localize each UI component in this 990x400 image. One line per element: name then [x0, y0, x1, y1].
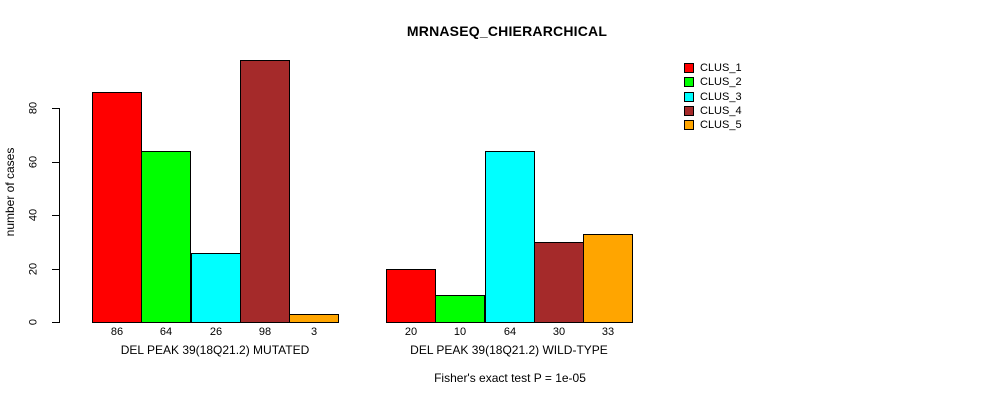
stat-test-footnote: Fisher's exact test P = 1e-05	[434, 371, 586, 385]
legend-label: CLUS_2	[700, 76, 742, 88]
bar-value-label: 10	[453, 326, 467, 338]
bar-clus_4-group2	[534, 242, 584, 323]
bar-value-label: 33	[601, 326, 615, 338]
bar-value-label: 86	[110, 326, 124, 338]
bar-clus_3-group2	[485, 151, 535, 323]
y-tick-label: 80	[27, 101, 40, 115]
y-tick-mark	[52, 215, 59, 216]
y-tick-label: 0	[27, 318, 40, 326]
bar-clus_3-group1	[191, 253, 241, 323]
legend-swatch-clus_2	[684, 77, 694, 87]
bar-value-label: 20	[404, 326, 418, 338]
group-label-wild-type: DEL PEAK 39(18Q21.2) WILD-TYPE	[410, 343, 608, 357]
chart-title: MRNASEQ_CHIERARCHICAL	[406, 23, 608, 39]
bar-value-label: 64	[159, 326, 173, 338]
y-tick-label: 20	[27, 262, 40, 276]
legend-label: CLUS_5	[700, 119, 742, 131]
legend-label: CLUS_1	[700, 62, 742, 74]
bar-clus_5-group2	[583, 234, 633, 323]
y-tick-mark	[52, 162, 59, 163]
bar-clus_1-group1	[92, 92, 142, 323]
legend-swatch-clus_1	[684, 63, 694, 73]
y-tick-mark	[52, 322, 59, 323]
bar-value-label: 3	[310, 326, 318, 338]
y-tick-mark	[52, 269, 59, 270]
y-axis-title: number of cases	[3, 147, 17, 237]
legend-swatch-clus_5	[684, 120, 694, 130]
y-axis-line	[59, 108, 60, 323]
bar-clus_4-group1	[240, 60, 290, 323]
legend-swatch-clus_3	[684, 92, 694, 102]
bar-value-label: 30	[552, 326, 566, 338]
y-tick-label: 60	[27, 155, 40, 169]
y-tick-label: 40	[27, 208, 40, 222]
legend-swatch-clus_4	[684, 106, 694, 116]
bar-value-label: 64	[503, 326, 517, 338]
bar-clus_2-group2	[435, 295, 485, 323]
bar-clus_5-group1	[289, 314, 339, 323]
group-label-mutated: DEL PEAK 39(18Q21.2) MUTATED	[120, 343, 310, 357]
bar-clus_1-group2	[386, 269, 436, 323]
y-tick-mark	[52, 108, 59, 109]
bar-value-label: 98	[258, 326, 272, 338]
legend-label: CLUS_3	[700, 91, 742, 103]
legend-label: CLUS_4	[700, 105, 742, 117]
bar-value-label: 26	[209, 326, 223, 338]
bar-clus_2-group1	[141, 151, 191, 323]
